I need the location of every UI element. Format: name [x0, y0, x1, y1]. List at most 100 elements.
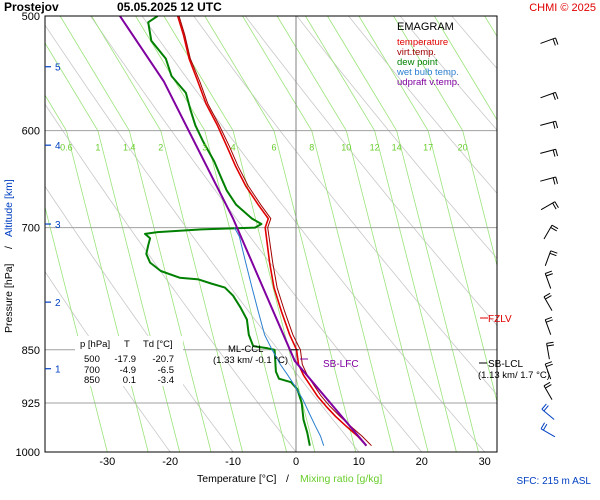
mixing-ratio-line	[358, 16, 429, 131]
ml-ccl-label: ML-CCL	[228, 344, 263, 355]
barb-shaft	[540, 148, 556, 154]
plot-frame	[44, 15, 498, 453]
barb-flag	[543, 381, 551, 387]
mixing-ratio-line	[204, 130, 287, 452]
surface-elevation: SFC: 215 m ASL	[517, 476, 592, 487]
table-header-p: p [hPa]	[80, 339, 110, 350]
tick-labels: 0.6 1 1.4 2 3 4 6 8 10 12 14 17 20500600700850925100…	[16, 11, 491, 468]
legend-temperature: temperature	[397, 37, 448, 48]
mixing-ratio-line	[462, 130, 497, 268]
dry-adiabat	[244, 16, 497, 327]
wind-barb	[544, 270, 553, 289]
barb-shaft	[546, 343, 550, 360]
altitude-tick-label: 5	[55, 63, 61, 74]
series-line	[176, 16, 367, 447]
mixing-ratio-label: 10	[341, 143, 351, 153]
dry-adiabat	[45, 270, 171, 452]
wind-barb	[540, 37, 559, 46]
altitude-axis-label: Altitude [km]	[3, 179, 15, 237]
dry-adiabat	[193, 16, 497, 396]
barb-flag	[555, 176, 559, 184]
credit: CHMI © 2025	[529, 2, 596, 14]
mixing-ratio-label: 2	[158, 143, 163, 153]
sb-lfc-label: SB-LFC	[323, 359, 359, 370]
mixing-ratio-label: 3	[202, 143, 207, 153]
legend-title: EMAGRAM	[397, 21, 454, 33]
barb-flag	[552, 121, 556, 129]
pressure-tick-label: 850	[22, 345, 40, 357]
x-axis-mixing-label: Mixing ratio [g/kg]	[300, 473, 382, 485]
series-line	[119, 16, 368, 447]
barb-flag	[543, 292, 551, 298]
mixing-ratio-label: 4	[231, 143, 236, 153]
wind-barb	[540, 120, 559, 129]
mixing-ratio-line	[163, 16, 234, 131]
mixing-ratio-line	[276, 16, 347, 131]
mixing-ratio-line	[374, 130, 457, 452]
wind-barb	[541, 403, 555, 420]
barb-flag	[540, 422, 546, 430]
barb-flag	[545, 270, 553, 274]
barb-flag	[545, 361, 553, 365]
table-cell: -20.7	[152, 354, 174, 365]
barb-flag	[546, 319, 553, 323]
temperature-tick-label: 20	[416, 456, 428, 468]
dry-adiabat	[555, 16, 600, 452]
barb-flag	[546, 341, 554, 344]
mixing-ratio-line	[345, 130, 429, 452]
mixing-ratio-label: 12	[370, 143, 380, 153]
series-lines	[119, 16, 372, 447]
table-cell: 500	[84, 354, 100, 365]
mixing-ratio-line	[396, 130, 479, 452]
sb-lcl-values: (1.13 km/ 1.7 °C)	[478, 370, 550, 381]
altitude-tick-label: 4	[55, 141, 61, 152]
table-header-td: Td [°C]	[143, 339, 173, 350]
mixing-ratio-label: 1.4	[123, 143, 136, 153]
barb-flag	[542, 423, 548, 431]
temperature-tick-label: 0	[293, 456, 299, 468]
barb-flag	[552, 149, 556, 157]
barb-shaft	[541, 408, 555, 420]
temperature-tick-label: -20	[162, 456, 178, 468]
y-axis-label-group: Pressure [hPa] / Altitude [km]	[3, 179, 15, 333]
barb-shaft	[540, 201, 556, 211]
wind-barb	[544, 250, 558, 266]
mixing-ratio-line	[504, 131, 586, 452]
sounding-table: p [hPa] T Td [°C] 500 -17.9 -20.7 700 -4…	[75, 336, 183, 386]
station-name: Prostejov	[4, 0, 59, 14]
sb-lcl-label: SB-LCL	[488, 359, 523, 370]
mixing-ratio-label: 20	[458, 143, 468, 153]
datetime: 05.05.2025 12 UTC	[117, 0, 222, 14]
mixing-ratio-line	[327, 16, 397, 131]
barb-flag	[546, 344, 555, 347]
mixing-ratio-line	[427, 130, 497, 404]
legend: EMAGRAM temperature virt.temp. dew point…	[396, 21, 460, 88]
plot-border	[44, 15, 498, 453]
barb-flag	[555, 37, 559, 45]
temperature-tick-label: 10	[353, 456, 365, 468]
barb-shaft	[544, 250, 552, 266]
mixing-ratio-line	[66, 130, 149, 452]
mixing-ratio-line	[242, 16, 313, 131]
mixing-ratio-label: 8	[309, 143, 314, 153]
barb-flag	[552, 93, 556, 101]
y-axis-separator: /	[3, 246, 15, 249]
wind-barb	[540, 176, 559, 185]
mixing-ratio-label: 6	[271, 143, 276, 153]
table-cell: -3.4	[158, 375, 174, 386]
barb-shaft	[540, 120, 556, 126]
x-axis-label: Temperature [°C]	[197, 473, 277, 485]
barb-shaft	[540, 428, 556, 438]
mixing-ratio-line	[59, 16, 130, 131]
barb-flag	[552, 177, 556, 185]
barb-flag	[555, 121, 559, 129]
y-axis-label: Pressure [hPa]	[3, 263, 15, 333]
table-cell: -17.9	[114, 354, 136, 365]
barb-flag	[550, 227, 557, 232]
table-cell: 700	[84, 365, 100, 376]
barb-flag	[549, 252, 557, 257]
wind-barb	[543, 381, 553, 400]
wind-barb	[540, 201, 559, 211]
mixing-ratio-label: 17	[423, 143, 433, 153]
series-line	[178, 16, 372, 447]
